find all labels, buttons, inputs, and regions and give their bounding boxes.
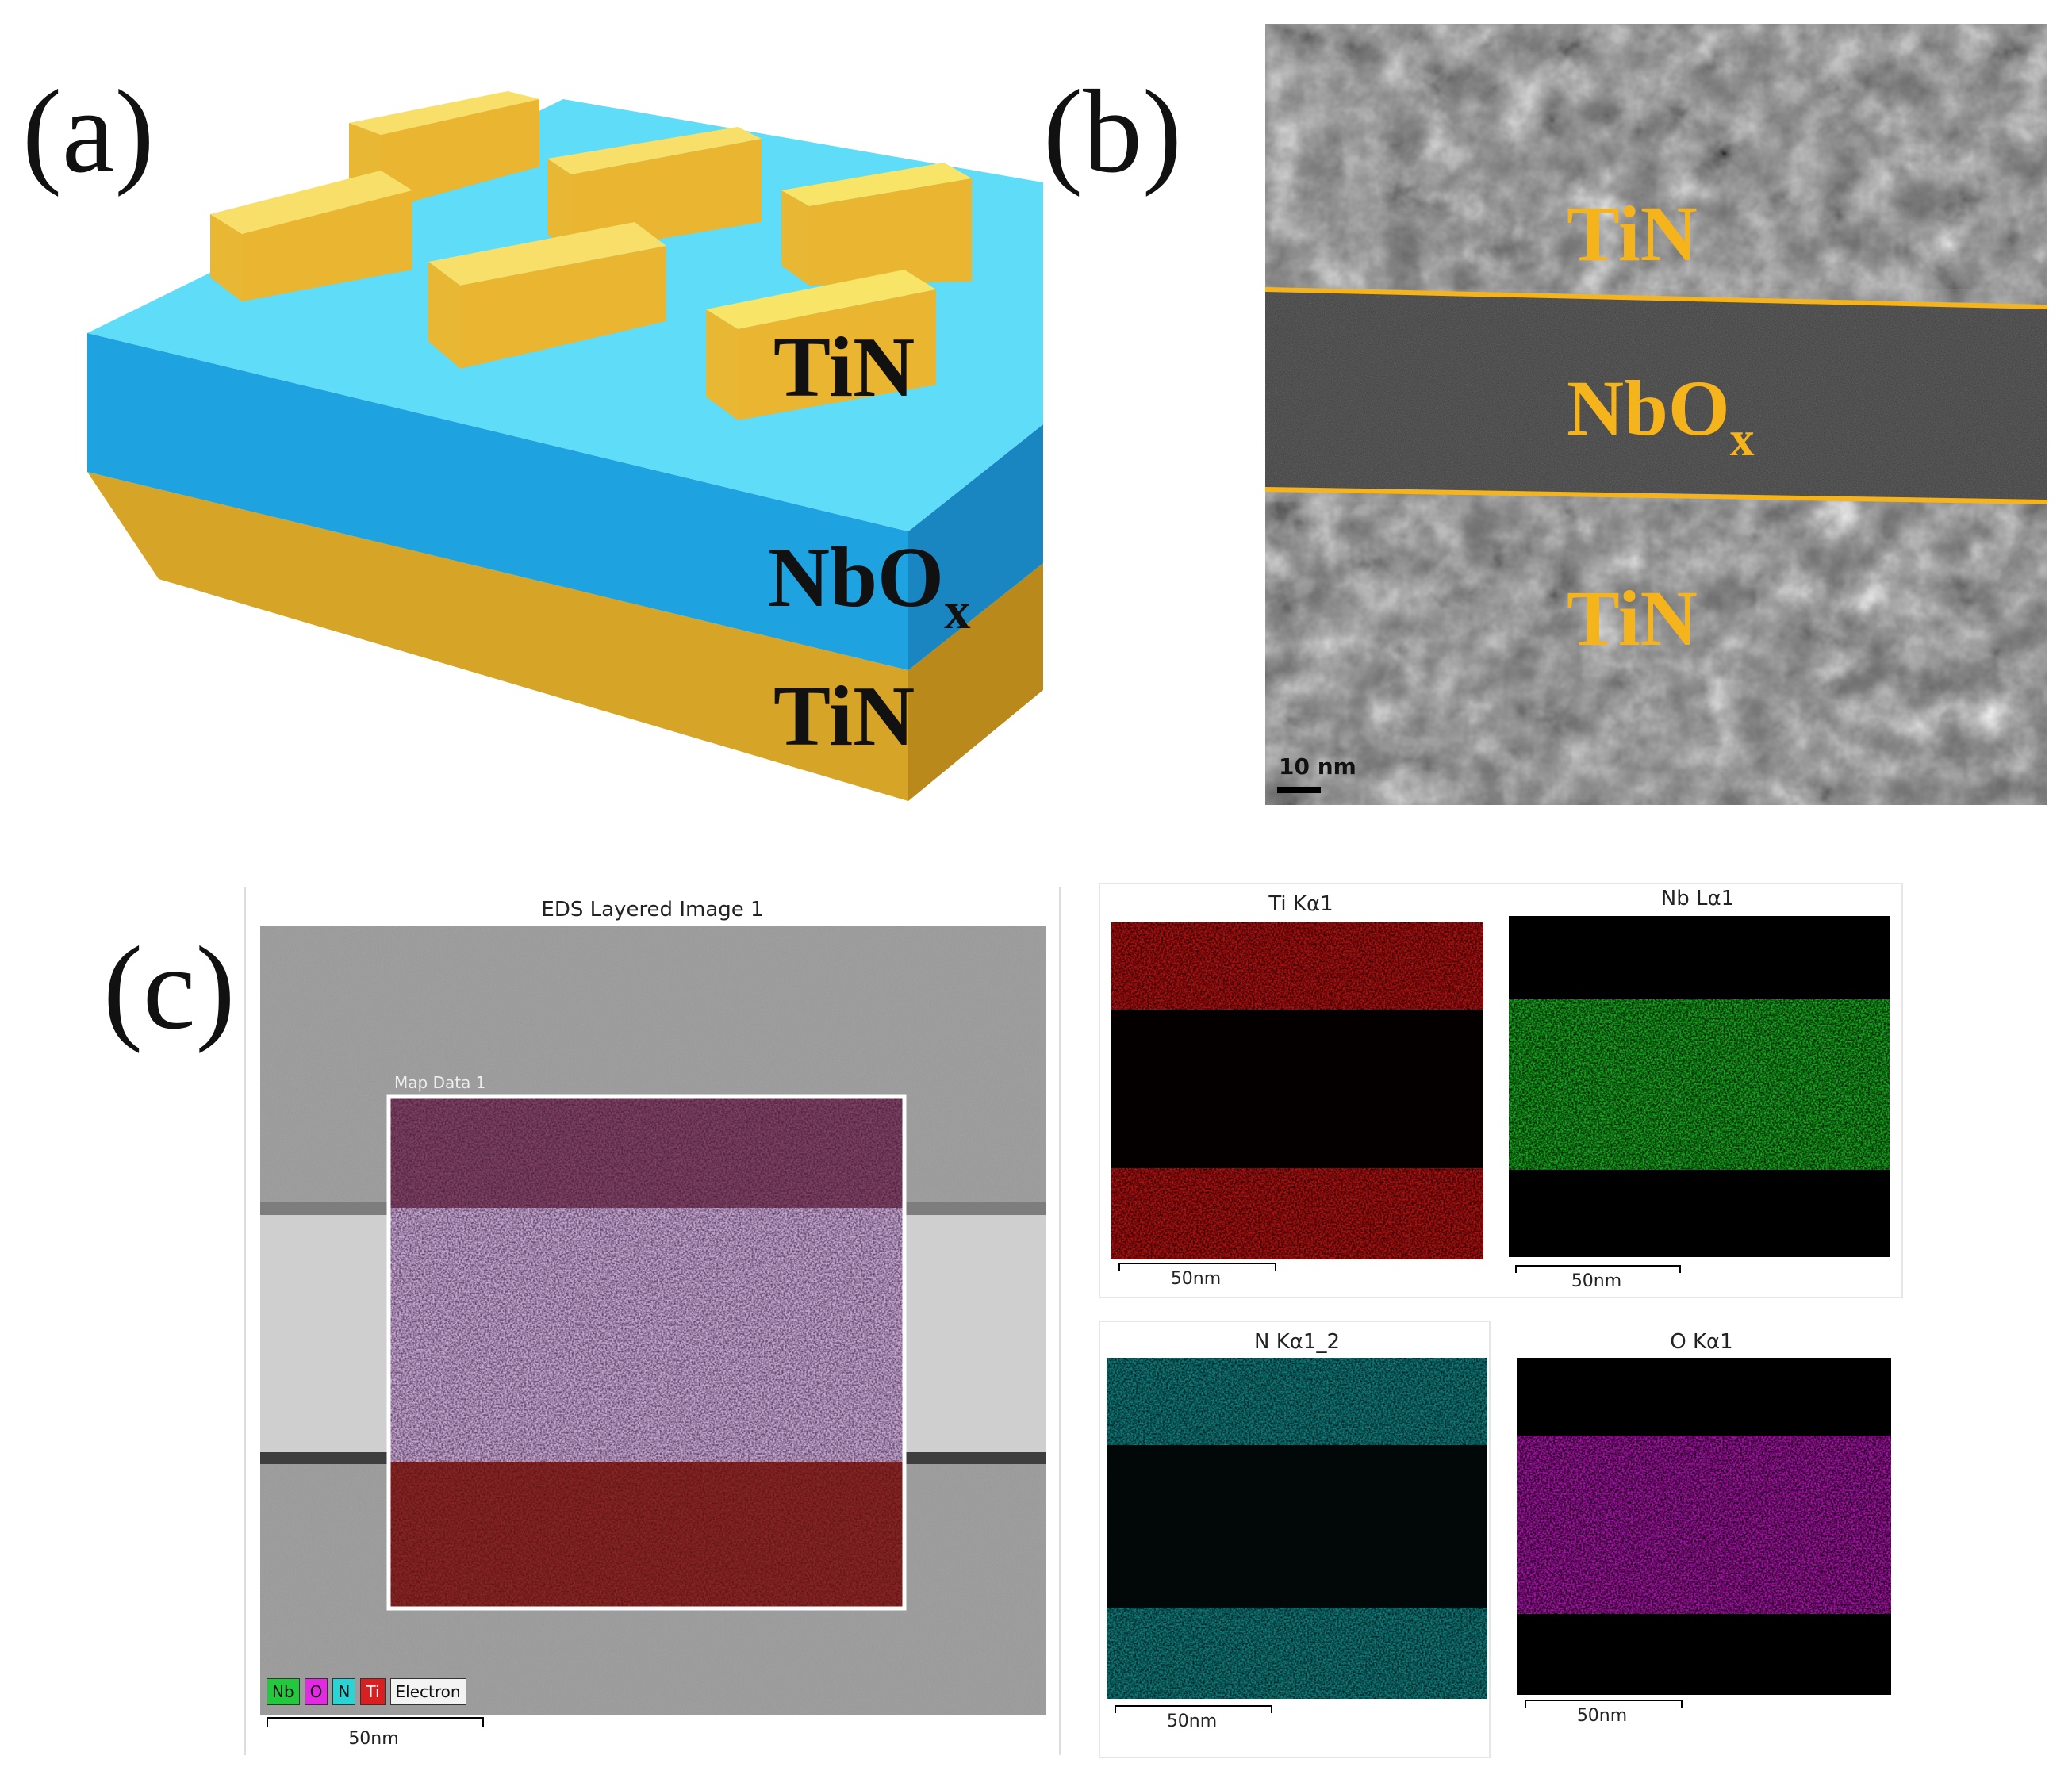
tem-top-tin-label: TiN <box>1567 190 1698 278</box>
top-electrode <box>781 163 972 286</box>
nbox-front-face <box>87 333 908 670</box>
device-schematic-3d <box>87 91 1043 801</box>
legend-ti: Ti <box>360 1678 386 1705</box>
legend-electron: Electron <box>389 1678 466 1705</box>
nb-scale-text: 50nm <box>1571 1271 1622 1291</box>
nbox-side-face <box>908 424 1043 670</box>
eds-scale-text: 50nm <box>348 1729 399 1749</box>
top-tin-label: TiN <box>773 320 915 415</box>
ti-map <box>1111 922 1483 1259</box>
element-legend: Nb O N Ti Electron <box>267 1678 471 1705</box>
legend-n: N <box>332 1678 356 1705</box>
tem-bottom-tin-label: TiN <box>1567 574 1698 662</box>
o-scale-bar <box>1525 1700 1683 1708</box>
tem-scale-bar-text: 10 nm <box>1279 753 1356 780</box>
o-map <box>1517 1358 1891 1695</box>
eds-image-title: EDS Layered Image 1 <box>541 898 764 922</box>
o-map-title: O Kα1 <box>1670 1330 1733 1354</box>
panel-c-letter: (c) <box>103 922 236 1054</box>
ti-scale-text: 50nm <box>1170 1269 1222 1289</box>
o-scale-text: 50nm <box>1576 1706 1628 1726</box>
tem-cross-section-image <box>1265 24 2047 805</box>
scale-bar-line <box>1277 787 1321 793</box>
upper-interface-line <box>1265 287 2047 309</box>
top-electrode <box>547 127 762 254</box>
tem-nbox-label: NbOx <box>1567 364 1755 467</box>
eds-frame <box>244 887 1061 1755</box>
n-scale-text: 50nm <box>1166 1712 1218 1731</box>
n-map <box>1107 1358 1487 1699</box>
bottom-tin-label: TiN <box>773 669 915 764</box>
map-frame-row1-left <box>1099 883 1903 1298</box>
panel-b-letter: (b) <box>1043 66 1182 197</box>
nb-scale-bar <box>1515 1265 1681 1273</box>
map-frame-row2-left <box>1099 1321 1491 1758</box>
n-scale-bar <box>1115 1705 1272 1713</box>
map-data-label: Map Data 1 <box>394 1073 486 1092</box>
legend-o: O <box>304 1678 328 1705</box>
nb-map <box>1509 916 1890 1257</box>
top-electrode <box>428 222 666 369</box>
nbox-label: NbOx <box>768 531 971 641</box>
ti-map-title: Ti Kα1 <box>1268 892 1333 916</box>
eds-scale-bar <box>267 1717 484 1727</box>
lower-interface-line <box>1265 487 2047 504</box>
eds-layered-image <box>260 926 1046 1715</box>
map-data-frame <box>386 1094 907 1611</box>
legend-nb: Nb <box>267 1678 300 1705</box>
bottom-tin-front-face <box>87 472 908 801</box>
ti-scale-bar <box>1118 1263 1276 1271</box>
n-map-title: N Kα1_2 <box>1254 1330 1340 1354</box>
bottom-tin-side-face <box>908 563 1043 801</box>
nb-map-title: Nb Lα1 <box>1660 887 1735 910</box>
panel-a-letter: (a) <box>22 66 155 197</box>
top-electrode <box>706 270 936 420</box>
top-electrode <box>210 171 412 301</box>
